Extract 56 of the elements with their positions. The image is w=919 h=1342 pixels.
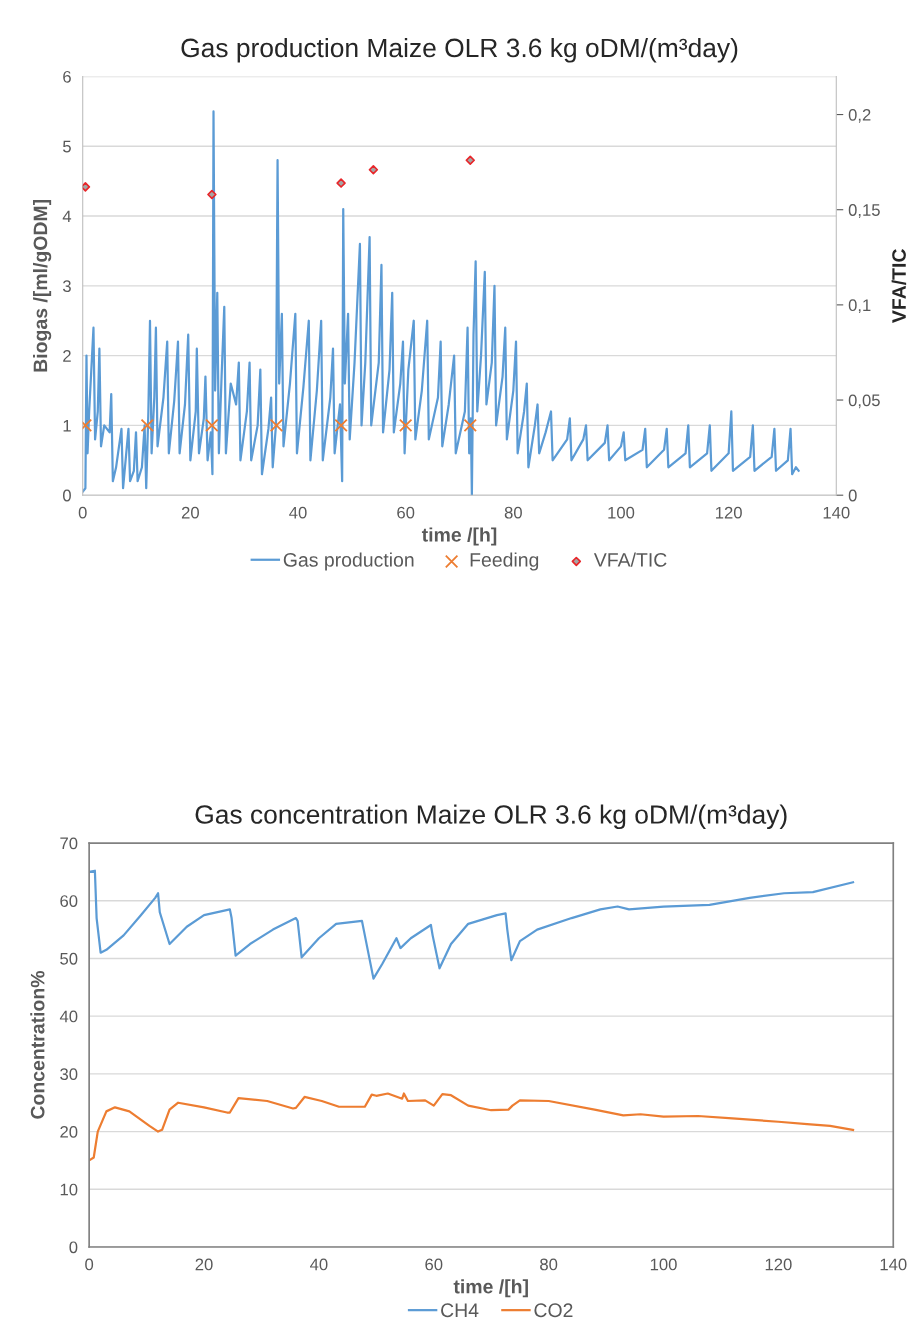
x-axis-title: time /[h]: [453, 1279, 528, 1298]
y-tick-label: 20: [60, 1125, 78, 1138]
y-tick-label: 2: [63, 350, 71, 362]
x-tick-label: 60: [397, 506, 415, 519]
y-tick-label: 40: [59, 1010, 78, 1023]
x-tick-label: 0: [85, 1258, 94, 1271]
y-tick-label: 6: [63, 70, 71, 83]
y2-axis-title: VFA/TIC: [891, 249, 907, 323]
y-tick-label: 0: [69, 1241, 78, 1254]
y-tick-label: 1: [63, 419, 71, 432]
point: [207, 189, 217, 200]
x-tick-label: 120: [765, 1258, 792, 1271]
y2-tick-label: 0: [848, 489, 857, 502]
point: [465, 155, 476, 165]
y-tick-label: 4: [62, 210, 72, 223]
x-tick-label: 100: [608, 506, 635, 519]
point: [336, 178, 346, 188]
y2-tick-label: 0,15: [848, 204, 880, 218]
y-tick-label: 10: [60, 1183, 78, 1196]
y-axis-title: Biogas /[ml/gODM]: [33, 199, 52, 372]
y-tick-label: 3: [62, 280, 71, 293]
y-tick-label: 50: [60, 952, 78, 965]
x-tick-label: 40: [289, 506, 307, 519]
y-tick-label: 30: [60, 1068, 78, 1081]
legend-label: CH4: [441, 1303, 479, 1318]
y2-tick-label: 0,2: [848, 108, 871, 123]
line-series: [89, 1092, 855, 1162]
point: [368, 164, 379, 175]
x-tick-label: 80: [540, 1258, 558, 1271]
line-series: [82, 110, 800, 496]
x-tick-label: 0: [78, 506, 87, 519]
line-series: [89, 869, 855, 980]
legend-label: Feeding: [470, 552, 539, 571]
y-tick-label: 5: [63, 140, 71, 153]
x-tick-label: 40: [310, 1258, 328, 1271]
y-tick-label: 60: [60, 895, 78, 907]
x-tick-label: 120: [716, 506, 742, 519]
legend-label: CO2: [534, 1303, 573, 1318]
x-tick-label: 80: [504, 506, 522, 519]
y2-tick-label: 0,1: [848, 299, 871, 314]
chart-title: Gas concentration Maize OLR 3.6 kg oDM/(m³day): [195, 804, 787, 830]
x-tick-label: 60: [425, 1258, 443, 1271]
y-axis-title: Concentration%: [30, 970, 45, 1119]
chart-title: Gas production Maize OLR 3.6 kg oDM/(m³day): [181, 37, 738, 63]
x-tick-label: 20: [195, 1258, 213, 1271]
point: [82, 182, 91, 192]
x-tick-label: 20: [181, 506, 199, 519]
y-tick-label: 0: [62, 489, 71, 502]
x-tick-label: 140: [823, 506, 850, 519]
x-tick-label: 140: [880, 1258, 907, 1271]
x-axis-title: time /[h]: [421, 527, 497, 546]
legend-label: VFA/TIC: [593, 552, 667, 567]
y-tick-label: 70: [60, 837, 78, 850]
legend-label: Gas production: [283, 552, 414, 571]
x-tick-label: 100: [650, 1258, 677, 1271]
y2-tick-label: 0,05: [848, 394, 880, 409]
